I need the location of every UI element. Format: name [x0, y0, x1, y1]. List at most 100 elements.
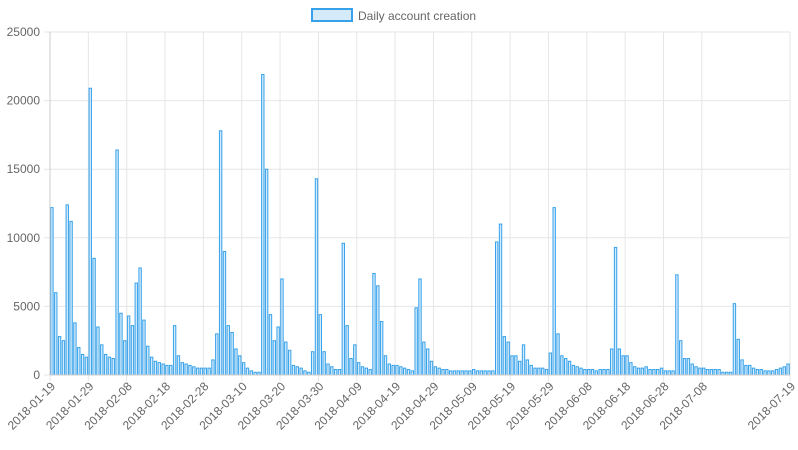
x-tick-label: 2018-07-19 — [745, 379, 798, 433]
bar — [161, 363, 165, 376]
bar — [73, 322, 77, 376]
bar — [364, 367, 369, 376]
bar — [583, 369, 587, 376]
bar — [652, 369, 656, 376]
bar — [648, 369, 652, 376]
bar — [372, 272, 376, 376]
bar — [705, 369, 710, 376]
bar — [414, 307, 418, 376]
bar — [514, 355, 518, 376]
bar — [767, 370, 771, 376]
bar — [130, 325, 135, 376]
bar — [299, 367, 303, 376]
bar — [544, 369, 549, 376]
bar — [111, 358, 115, 376]
bar — [594, 370, 599, 376]
bar — [230, 331, 234, 376]
bar — [399, 366, 403, 376]
bar — [782, 366, 786, 376]
bar — [356, 362, 361, 376]
bar — [445, 369, 449, 376]
bar — [736, 338, 740, 376]
bar — [713, 369, 717, 376]
bar — [464, 370, 468, 376]
bar — [379, 320, 384, 376]
bar — [406, 369, 411, 376]
bar — [387, 363, 392, 376]
bar — [679, 340, 683, 376]
bar — [774, 369, 779, 376]
bar — [663, 370, 668, 376]
bar — [203, 367, 207, 376]
bar — [165, 364, 169, 376]
bar — [590, 369, 595, 376]
bar — [303, 370, 307, 376]
bar — [107, 356, 112, 376]
bar — [341, 242, 346, 376]
bar — [682, 358, 687, 376]
bar — [80, 353, 85, 376]
bar — [77, 347, 81, 376]
bar — [261, 74, 265, 376]
bar — [640, 367, 645, 376]
bar — [422, 341, 426, 376]
bar — [280, 278, 284, 376]
bar — [698, 367, 702, 376]
y-tick-label: 0 — [33, 368, 40, 382]
bar — [92, 257, 96, 376]
bar — [146, 345, 150, 376]
bar — [533, 367, 537, 376]
bar — [732, 303, 737, 376]
bar — [284, 341, 288, 376]
bar — [153, 360, 158, 376]
bar — [402, 367, 407, 376]
bar — [123, 340, 127, 376]
bar — [625, 355, 629, 376]
bar — [184, 363, 188, 376]
bar — [556, 333, 560, 376]
bar — [310, 351, 315, 376]
bar — [617, 348, 622, 376]
legend[interactable]: Daily account creation — [311, 8, 476, 23]
bar — [433, 366, 438, 376]
bar — [498, 223, 503, 376]
bar — [57, 336, 62, 376]
bar — [502, 336, 507, 376]
bar — [613, 246, 618, 376]
bar — [291, 364, 296, 376]
bar — [629, 362, 633, 376]
bar — [479, 370, 484, 376]
bar — [709, 369, 714, 376]
bar — [176, 355, 181, 376]
bar — [537, 367, 541, 376]
bar — [333, 369, 338, 376]
y-tick-label: 20000 — [7, 94, 41, 108]
bar — [675, 274, 679, 376]
bar — [188, 364, 192, 376]
bar — [587, 369, 591, 376]
bar — [395, 364, 399, 376]
bar — [702, 367, 706, 376]
bar — [330, 366, 334, 376]
bar — [149, 356, 154, 376]
bar — [567, 360, 572, 376]
bar — [491, 370, 495, 376]
bar — [460, 370, 464, 376]
bar — [241, 362, 246, 376]
bar — [169, 364, 173, 376]
bar — [65, 204, 69, 376]
bar — [119, 312, 123, 376]
bar — [694, 366, 698, 376]
bar — [103, 353, 108, 376]
bar — [598, 369, 602, 376]
bar — [276, 326, 280, 376]
bar — [126, 315, 131, 376]
bar — [69, 220, 73, 376]
bar — [468, 370, 472, 376]
y-tick-label: 15000 — [7, 162, 41, 176]
bar — [659, 367, 664, 376]
y-tick-label: 5000 — [13, 299, 40, 313]
bar — [744, 364, 748, 376]
bar — [61, 340, 66, 376]
bar — [552, 207, 556, 376]
